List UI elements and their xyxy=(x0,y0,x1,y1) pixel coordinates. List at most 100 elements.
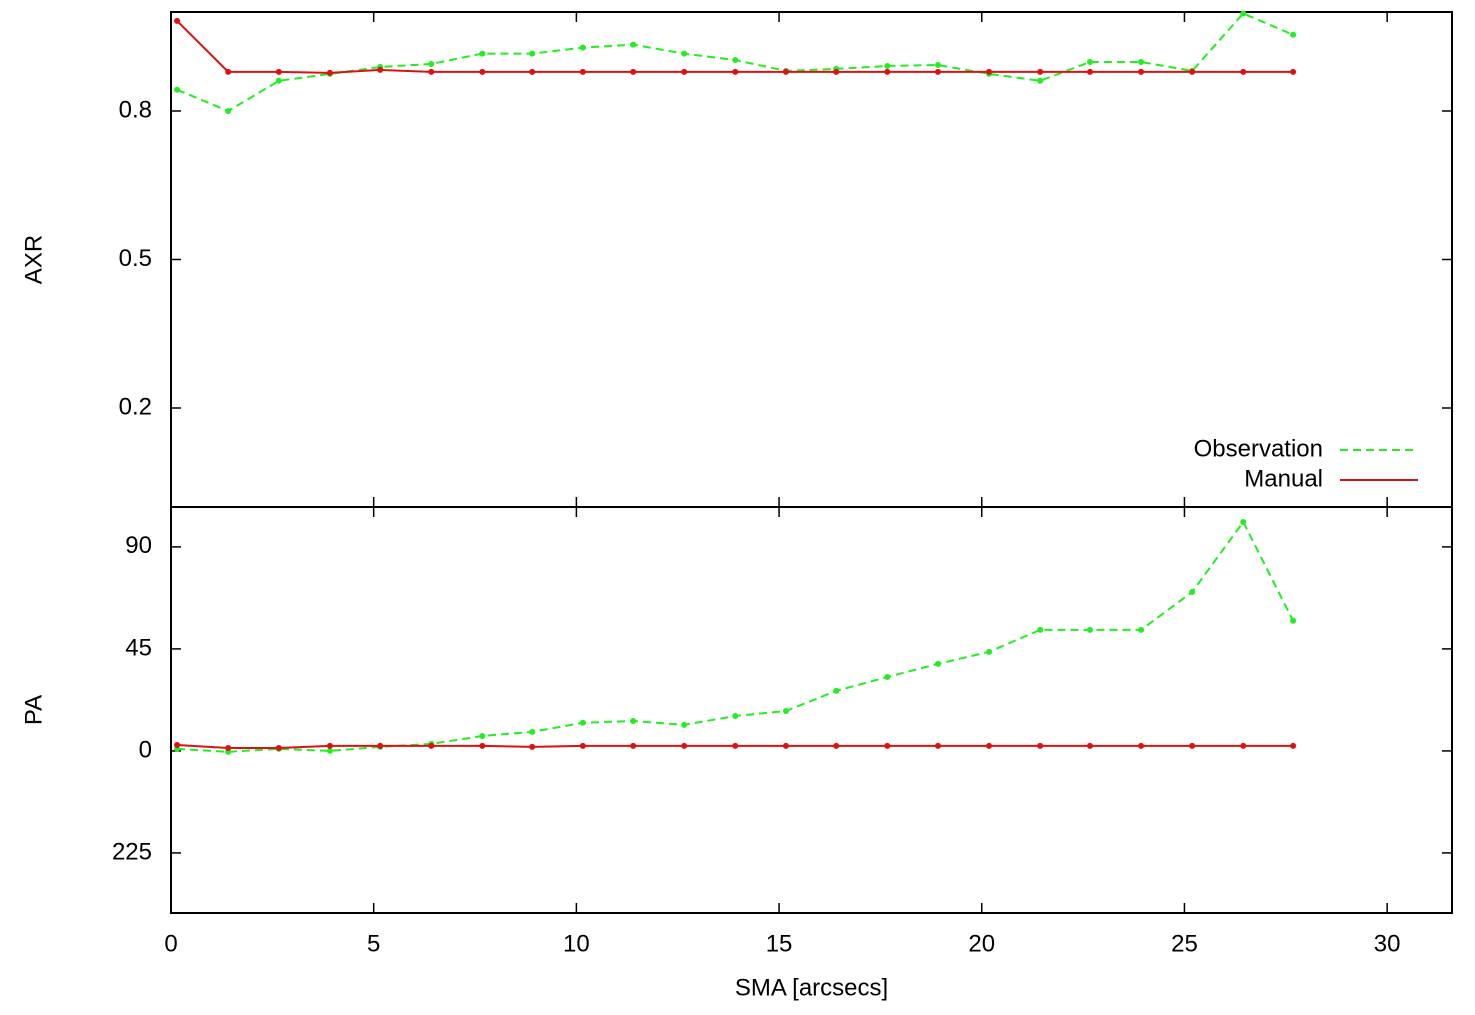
x-tick-label: 0 xyxy=(164,930,177,957)
data-point xyxy=(681,742,688,749)
data-point xyxy=(1138,626,1145,633)
data-point xyxy=(529,728,536,735)
x-tick-label: 25 xyxy=(1171,930,1198,957)
legend-label: Manual xyxy=(1244,465,1323,492)
data-point xyxy=(1086,742,1093,749)
data-point xyxy=(1189,68,1196,75)
data-point xyxy=(884,62,891,69)
data-point xyxy=(579,719,586,726)
data-point xyxy=(225,108,232,114)
data-point xyxy=(1086,626,1093,633)
data-point xyxy=(377,742,384,749)
x-axis-label: SMA [arcsecs] xyxy=(735,974,888,1001)
y-tick-label: 0.5 xyxy=(119,245,152,272)
data-point xyxy=(579,44,586,51)
x-tick-label: 5 xyxy=(367,930,380,957)
x-tick-label: 10 xyxy=(563,930,590,957)
data-point xyxy=(1189,742,1196,749)
data-point xyxy=(579,742,586,749)
data-point xyxy=(1290,31,1297,38)
x-tick-label: 15 xyxy=(766,930,793,957)
data-point xyxy=(1138,742,1145,749)
data-point xyxy=(986,742,993,749)
data-point xyxy=(934,660,941,667)
data-point xyxy=(479,742,486,749)
data-point xyxy=(326,742,333,749)
data-point xyxy=(1189,589,1196,596)
data-point xyxy=(1138,58,1145,65)
data-point xyxy=(732,713,739,720)
data-point xyxy=(884,674,891,681)
data-point xyxy=(1240,742,1247,749)
data-point xyxy=(884,68,891,75)
data-point xyxy=(174,86,181,93)
data-point xyxy=(479,50,486,57)
data-point xyxy=(1290,617,1297,624)
data-point xyxy=(732,68,739,75)
data-point xyxy=(275,77,282,84)
data-point xyxy=(732,57,739,64)
data-point xyxy=(428,60,435,67)
plot-frame xyxy=(170,506,1453,914)
y-tick-label: 0 xyxy=(139,736,152,763)
plot-frame xyxy=(170,11,1453,508)
data-point xyxy=(630,742,637,749)
data-point xyxy=(1240,518,1247,525)
data-point xyxy=(934,61,941,68)
series-line xyxy=(176,20,1294,74)
data-point xyxy=(630,68,637,75)
y-tick-label: 45 xyxy=(125,634,152,661)
data-point xyxy=(681,68,688,75)
data-point xyxy=(225,68,232,75)
data-point xyxy=(782,68,789,75)
data-point xyxy=(275,744,282,751)
x-tick-label: 20 xyxy=(968,930,995,957)
data-point xyxy=(529,50,536,57)
data-point xyxy=(326,69,333,76)
data-point xyxy=(428,742,435,749)
data-point xyxy=(428,68,435,75)
data-point xyxy=(174,17,181,24)
data-point xyxy=(986,648,993,655)
data-point xyxy=(732,742,739,749)
data-point xyxy=(1037,77,1044,84)
legend-label: Observation xyxy=(1194,435,1323,462)
data-point xyxy=(1138,68,1145,75)
y-axis-label: AXR xyxy=(20,235,47,284)
data-point xyxy=(1290,742,1297,749)
data-point xyxy=(833,687,840,694)
data-point xyxy=(1086,58,1093,65)
data-point xyxy=(681,50,688,57)
data-point xyxy=(630,717,637,724)
data-point xyxy=(579,68,586,75)
y-axis-label: PA xyxy=(20,695,47,725)
data-point xyxy=(1240,68,1247,75)
data-point xyxy=(833,68,840,75)
data-point xyxy=(529,68,536,75)
data-point xyxy=(174,742,181,749)
data-point xyxy=(377,66,384,73)
y-tick-label: 0.8 xyxy=(119,96,152,123)
data-point xyxy=(884,742,891,749)
data-point xyxy=(681,721,688,728)
data-point xyxy=(326,747,333,754)
data-point xyxy=(1290,68,1297,75)
data-point xyxy=(630,41,637,48)
y-tick-label: 225 xyxy=(112,838,152,865)
data-point xyxy=(479,68,486,75)
data-point xyxy=(782,708,789,715)
data-point xyxy=(1086,68,1093,75)
y-tick-label: 90 xyxy=(125,532,152,559)
data-point xyxy=(833,742,840,749)
y-tick-label: 0.2 xyxy=(119,393,152,420)
data-point xyxy=(1037,68,1044,75)
data-point xyxy=(225,744,232,751)
data-point xyxy=(934,68,941,75)
data-point xyxy=(1037,742,1044,749)
data-point xyxy=(529,743,536,750)
data-point xyxy=(782,742,789,749)
data-point xyxy=(1240,10,1247,17)
x-tick-label: 30 xyxy=(1374,930,1401,957)
data-point xyxy=(479,732,486,739)
